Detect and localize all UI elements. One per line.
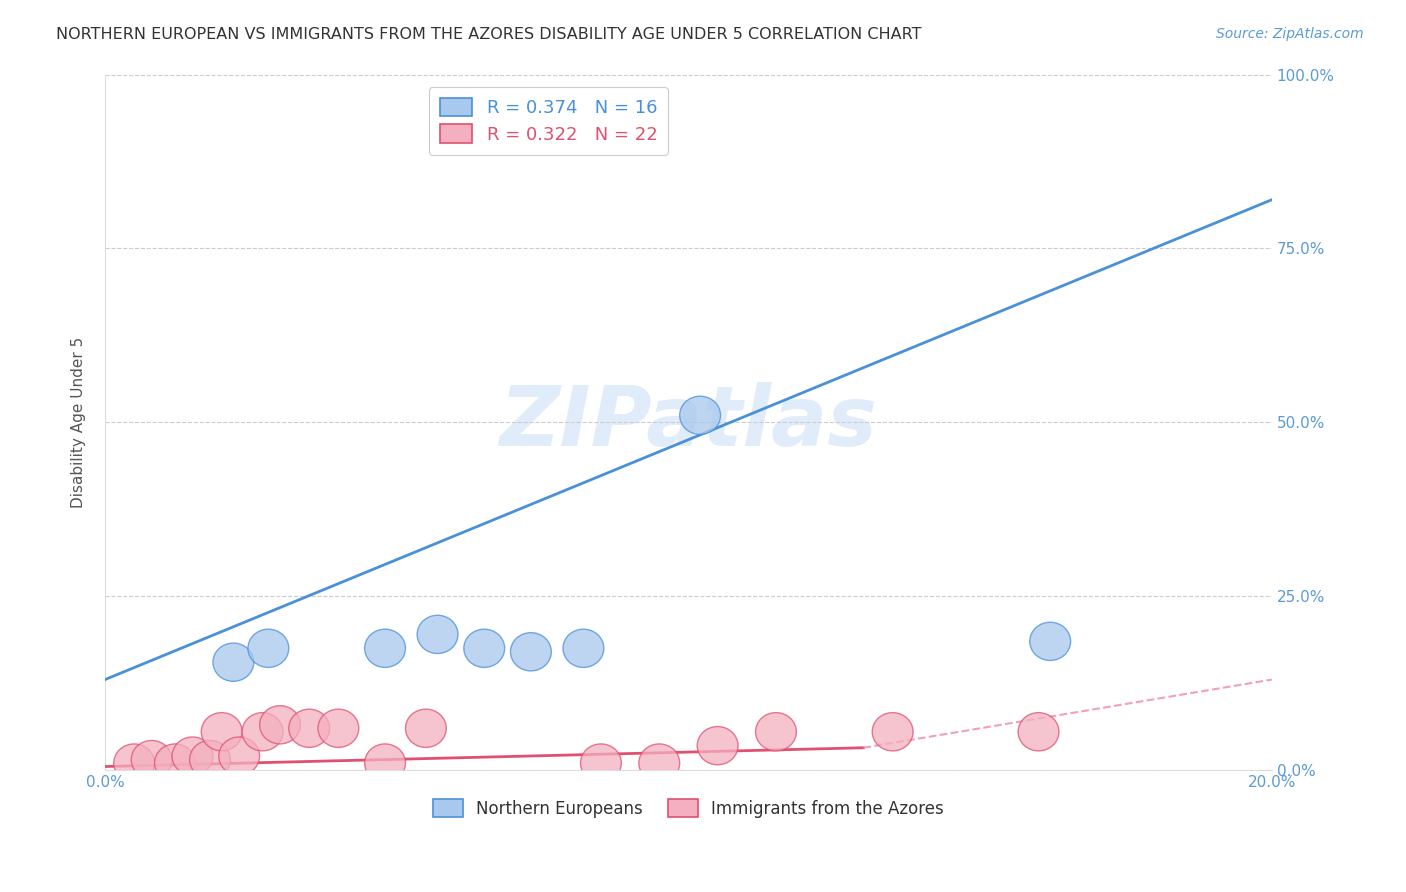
Ellipse shape [1018, 713, 1059, 751]
Ellipse shape [172, 737, 212, 775]
Ellipse shape [638, 744, 679, 782]
Ellipse shape [219, 737, 260, 775]
Legend: Northern Europeans, Immigrants from the Azores: Northern Europeans, Immigrants from the … [426, 793, 950, 824]
Ellipse shape [697, 726, 738, 764]
Ellipse shape [201, 713, 242, 751]
Ellipse shape [562, 629, 603, 667]
Ellipse shape [114, 744, 155, 782]
Text: NORTHERN EUROPEAN VS IMMIGRANTS FROM THE AZORES DISABILITY AGE UNDER 5 CORRELATI: NORTHERN EUROPEAN VS IMMIGRANTS FROM THE… [56, 27, 922, 42]
Ellipse shape [318, 709, 359, 747]
Ellipse shape [247, 629, 288, 667]
Ellipse shape [755, 713, 796, 751]
Ellipse shape [418, 615, 458, 654]
Ellipse shape [581, 744, 621, 782]
Ellipse shape [212, 643, 253, 681]
Ellipse shape [872, 713, 912, 751]
Ellipse shape [155, 744, 195, 782]
Ellipse shape [679, 396, 720, 434]
Ellipse shape [190, 740, 231, 779]
Y-axis label: Disability Age Under 5: Disability Age Under 5 [72, 336, 86, 508]
Text: ZIPatlas: ZIPatlas [499, 382, 877, 463]
Ellipse shape [364, 744, 405, 782]
Ellipse shape [288, 709, 329, 747]
Ellipse shape [1029, 623, 1070, 660]
Ellipse shape [464, 629, 505, 667]
Ellipse shape [364, 629, 405, 667]
Ellipse shape [260, 706, 301, 744]
Ellipse shape [510, 632, 551, 671]
Ellipse shape [242, 713, 283, 751]
Text: Source: ZipAtlas.com: Source: ZipAtlas.com [1216, 27, 1364, 41]
Ellipse shape [405, 709, 446, 747]
Ellipse shape [131, 740, 172, 779]
